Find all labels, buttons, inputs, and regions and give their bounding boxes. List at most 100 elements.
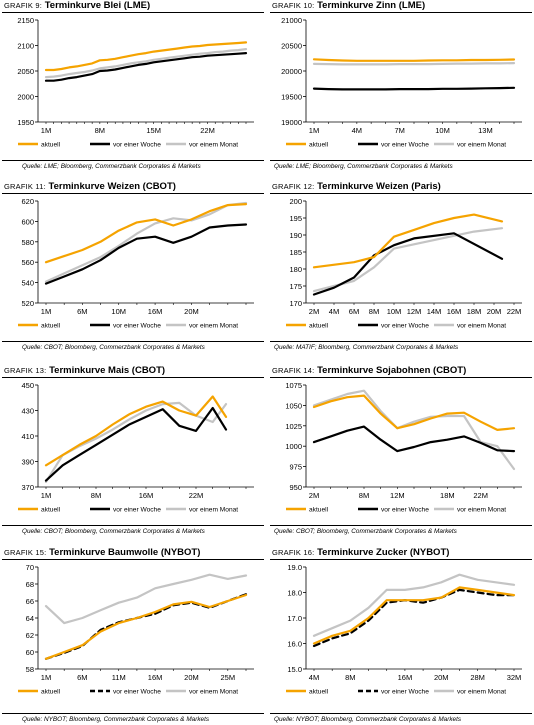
x-tick-label: 12M [390, 491, 405, 500]
x-tick-label: 16M [139, 491, 154, 500]
chart-title: GRAFIK 10: Terminkurve Zinn (LME) [272, 0, 425, 11]
y-tick-label: 190 [289, 231, 302, 240]
legend-vor-einem-monat: vor einem Monat [166, 507, 238, 514]
y-tick-label: 975 [289, 463, 302, 472]
x-tick-label: 16M [447, 307, 462, 316]
y-tick-label: 175 [289, 282, 302, 291]
series-vor-einem-monat [312, 227, 504, 293]
x-tick-label: 22M [200, 126, 215, 135]
y-tick-label: 450 [21, 381, 34, 390]
series-vor-einem-monat [44, 47, 248, 79]
legend-aktuell: aktuell [18, 507, 61, 514]
series-vor-einer-woche [44, 406, 228, 482]
legend-vor-einem-monat: vor einem Monat [166, 142, 238, 149]
x-tick-label: 8M [95, 126, 105, 135]
legend-label: vor einer Woche [381, 689, 429, 696]
chart-title: GRAFIK 9: Terminkurve Blei (LME) [4, 0, 150, 11]
y-tick-label: 2150 [17, 16, 34, 25]
title-rule [270, 12, 532, 13]
y-tick-label: 195 [289, 214, 302, 223]
legend-vor-einer-woche: vor einer Woche [358, 323, 429, 330]
title-rule [270, 559, 532, 560]
legend-vor-einer-woche: vor einer Woche [90, 507, 161, 514]
series-aktuell [312, 586, 516, 645]
y-tick-label: 15.0 [287, 665, 302, 674]
line-chart: 15.0 16.0 17.0 18.0 19.0 4M 8M 16M 20M 28M 32M aktu… [286, 563, 522, 696]
series-vor-einem-monat [44, 201, 248, 283]
x-tick-label: 4M [309, 673, 319, 682]
legend-vor-einer-woche: vor einer Woche [358, 507, 429, 514]
y-tick-label: 64 [26, 614, 34, 623]
legend-label: aktuell [41, 142, 61, 149]
legend-vor-einem-monat: vor einem Monat [434, 323, 506, 330]
series-vor-einer-woche [312, 588, 516, 648]
legend-label: vor einem Monat [457, 142, 506, 149]
x-tick-label: 22M [189, 491, 204, 500]
chart-panel-sojabohnen: GRAFIK 14: Terminkurve Sojabohnen (CBOT)… [270, 365, 532, 543]
legend-label: aktuell [41, 689, 61, 696]
legend-vor-einer-woche: vor einer Woche [358, 689, 429, 696]
source-rule [270, 713, 532, 714]
series-vor-einem-monat [312, 389, 516, 471]
y-tick-label: 68 [26, 580, 34, 589]
x-tick-label: 8M [91, 491, 101, 500]
title-rule [270, 377, 532, 378]
series-vor-einer-woche [312, 232, 504, 296]
x-tick-label: 12M [407, 307, 422, 316]
chart-title-text: Terminkurve Blei (LME) [44, 0, 151, 11]
chart-number: GRAFIK 14: [272, 366, 315, 375]
legend-label: aktuell [41, 323, 61, 330]
title-rule [2, 12, 264, 13]
x-tick-label: 14M [427, 307, 442, 316]
y-tick-label: 1950 [17, 118, 34, 127]
legend-aktuell: aktuell [286, 507, 329, 514]
chart-title-text: Terminkurve Weizen (Paris) [317, 181, 441, 192]
legend-label: aktuell [309, 507, 329, 514]
y-tick-label: 20500 [281, 42, 302, 51]
line-chart: 950 975 1000 1025 1050 1075 2M 8M 12M 18M 22M aktue… [285, 381, 522, 514]
series-aktuell [44, 593, 248, 660]
legend-aktuell: aktuell [286, 323, 329, 330]
x-tick-label: 13M [478, 126, 493, 135]
chart-panel-weizen-cbot: GRAFIK 11: Terminkurve Weizen (CBOT) Quel… [2, 181, 264, 359]
y-tick-label: 620 [21, 197, 34, 206]
series-vor-einer-woche [44, 51, 248, 82]
line-chart: 58 60 62 64 66 68 70 1M 6M 11M 16M 20M 25M aktuell vor… [18, 563, 254, 696]
y-tick-label: 170 [289, 299, 302, 308]
chart-title: GRAFIK 15: Terminkurve Baumwolle (NYBOT) [4, 547, 200, 558]
chart-title-text: Terminkurve Baumwolle (NYBOT) [49, 547, 201, 558]
title-rule [2, 193, 264, 194]
source-note: Quelle: CBOT; Bloomberg, Commerzbank Cor… [22, 344, 205, 351]
series-aktuell [44, 203, 248, 264]
y-tick-label: 185 [289, 248, 302, 257]
chart-panel-baumwolle: GRAFIK 15: Terminkurve Baumwolle (NYBOT)… [2, 547, 264, 725]
legend-label: vor einer Woche [113, 507, 161, 514]
y-tick-label: 21000 [281, 16, 302, 25]
x-tick-label: 16M [148, 673, 163, 682]
x-tick-label: 7M [395, 126, 405, 135]
y-tick-label: 18.0 [287, 589, 302, 598]
y-tick-label: 1075 [285, 381, 302, 390]
x-tick-label: 4M [329, 307, 339, 316]
y-tick-label: 950 [289, 483, 302, 492]
y-tick-label: 410 [21, 432, 34, 441]
x-tick-label: 10M [387, 307, 402, 316]
chart-panel-weizen-paris: GRAFIK 12: Terminkurve Weizen (Paris) Que… [270, 181, 532, 359]
chart-panel-zucker: GRAFIK 16: Terminkurve Zucker (NYBOT) Que… [270, 547, 532, 725]
series-vor-einem-monat [44, 573, 248, 625]
legend-label: vor einem Monat [189, 507, 238, 514]
x-tick-label: 20M [434, 673, 449, 682]
y-tick-label: 1025 [285, 422, 302, 431]
legend-vor-einer-woche: vor einer Woche [90, 142, 161, 149]
x-tick-label: 8M [359, 491, 369, 500]
chart-number: GRAFIK 9: [4, 1, 43, 10]
legend-label: vor einem Monat [457, 507, 506, 514]
series-vor-einer-woche [44, 223, 248, 285]
legend-label: aktuell [309, 323, 329, 330]
x-tick-label: 2M [309, 307, 319, 316]
x-tick-label: 10M [111, 307, 126, 316]
x-tick-label: 6M [349, 307, 359, 316]
legend-aktuell: aktuell [286, 689, 329, 696]
source-note: Quelle: LME; Bloomberg, Commerzbank Corp… [22, 163, 201, 170]
legend-label: vor einer Woche [113, 323, 161, 330]
